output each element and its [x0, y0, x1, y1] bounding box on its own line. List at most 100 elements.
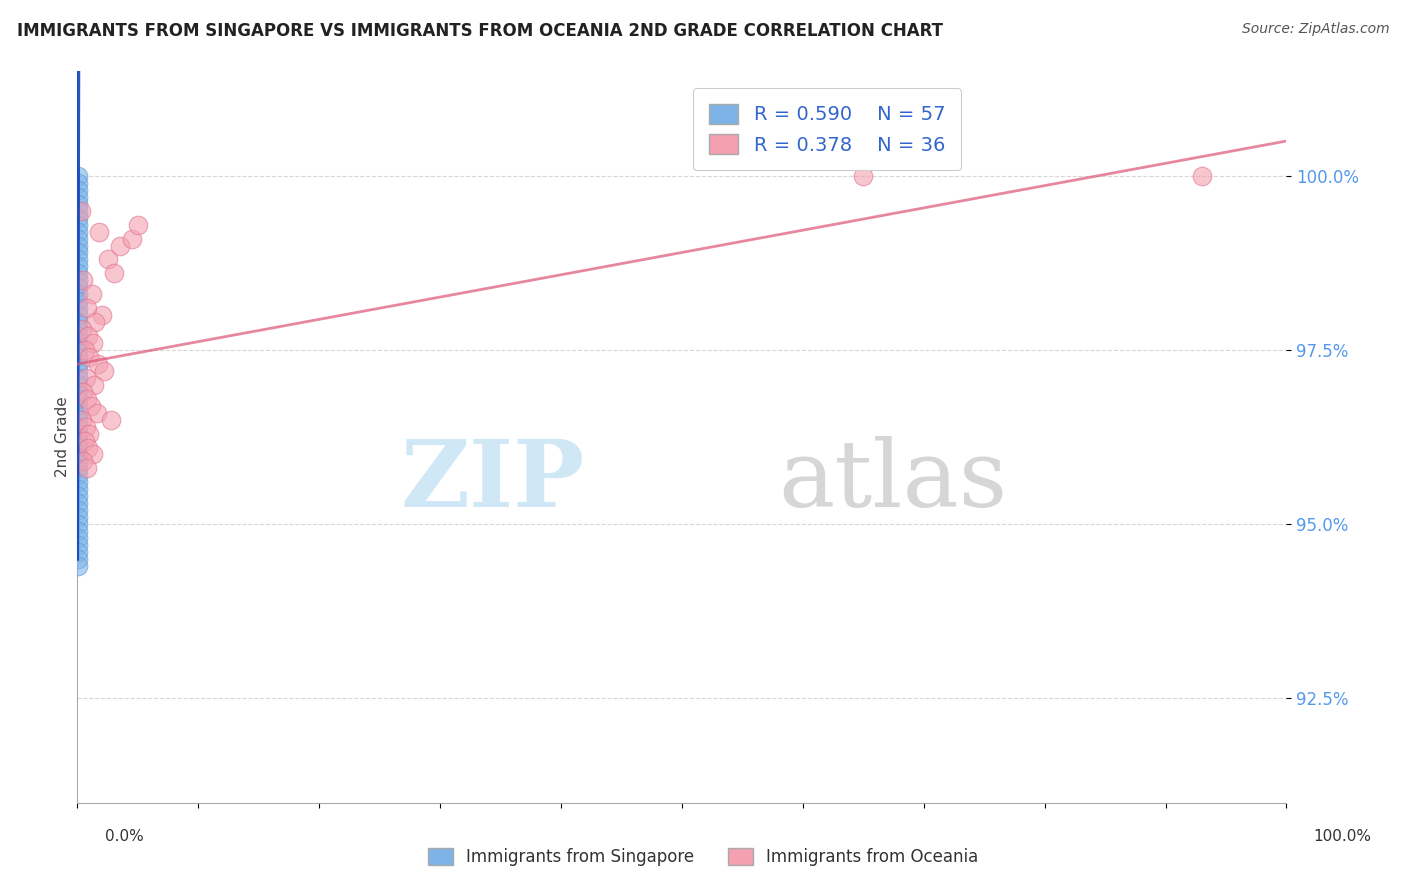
Point — [66, 489, 89, 503]
Point — [72, 273, 94, 287]
Point — [72, 454, 94, 468]
Point — [852, 169, 875, 183]
Point — [73, 343, 96, 357]
Point — [84, 315, 107, 329]
Point — [100, 412, 122, 426]
Point — [66, 280, 89, 294]
Point — [77, 441, 100, 455]
Point — [80, 287, 103, 301]
Point — [66, 245, 89, 260]
Text: 100.0%: 100.0% — [1313, 830, 1371, 844]
Point — [66, 196, 89, 211]
Point — [66, 426, 89, 441]
Point — [66, 545, 89, 559]
Point — [66, 176, 89, 190]
Point — [66, 364, 89, 378]
Point — [66, 266, 89, 280]
Point — [121, 231, 143, 245]
Point — [66, 399, 89, 413]
Point — [66, 468, 89, 483]
Point — [66, 412, 89, 426]
Point — [66, 238, 89, 252]
Point — [66, 475, 89, 490]
Point — [76, 461, 98, 475]
Point — [66, 392, 89, 406]
Point — [82, 336, 104, 351]
Point — [82, 448, 104, 462]
Point — [66, 384, 89, 399]
Point — [66, 461, 89, 475]
Point — [66, 454, 89, 468]
Point — [66, 538, 89, 552]
Text: ZIP: ZIP — [401, 436, 585, 526]
Point — [75, 419, 97, 434]
Point — [79, 399, 101, 413]
Point — [70, 322, 93, 336]
Point — [66, 190, 89, 204]
Point — [66, 419, 89, 434]
Point — [1191, 169, 1213, 183]
Point — [66, 169, 89, 183]
Point — [70, 203, 93, 218]
Point — [66, 203, 89, 218]
Point — [66, 377, 89, 392]
Point — [66, 343, 89, 357]
Point — [79, 350, 101, 364]
Text: atlas: atlas — [779, 436, 1008, 526]
Point — [66, 218, 89, 232]
Point — [66, 406, 89, 420]
Point — [66, 357, 89, 371]
Point — [66, 531, 89, 545]
Point — [86, 406, 108, 420]
Point — [72, 384, 94, 399]
Point — [66, 558, 89, 573]
Point — [66, 350, 89, 364]
Point — [66, 503, 89, 517]
Point — [96, 252, 118, 267]
Point — [66, 441, 89, 455]
Point — [87, 357, 110, 371]
Point — [66, 301, 89, 316]
Point — [66, 252, 89, 267]
Point — [66, 315, 89, 329]
Point — [66, 225, 89, 239]
Point — [66, 336, 89, 351]
Text: IMMIGRANTS FROM SINGAPORE VS IMMIGRANTS FROM OCEANIA 2ND GRADE CORRELATION CHART: IMMIGRANTS FROM SINGAPORE VS IMMIGRANTS … — [17, 22, 943, 40]
Point — [76, 301, 98, 316]
Point — [66, 260, 89, 274]
Point — [79, 426, 101, 441]
Point — [66, 231, 89, 245]
Point — [66, 287, 89, 301]
Point — [127, 218, 149, 232]
Point — [66, 448, 89, 462]
Point — [66, 308, 89, 322]
Point — [66, 294, 89, 309]
Point — [66, 322, 89, 336]
Point — [66, 496, 89, 510]
Point — [66, 524, 89, 538]
Point — [77, 329, 100, 343]
Point — [66, 371, 89, 385]
Point — [103, 266, 125, 280]
Text: 0.0%: 0.0% — [105, 830, 145, 844]
Point — [75, 371, 97, 385]
Point — [76, 392, 98, 406]
Legend: R = 0.590    N = 57, R = 0.378    N = 36: R = 0.590 N = 57, R = 0.378 N = 36 — [693, 88, 960, 170]
Point — [66, 211, 89, 225]
Point — [66, 183, 89, 197]
Point — [83, 377, 105, 392]
Y-axis label: 2nd Grade: 2nd Grade — [55, 397, 70, 477]
Point — [108, 238, 131, 252]
Point — [73, 434, 96, 448]
Point — [93, 364, 115, 378]
Point — [66, 483, 89, 497]
Legend: Immigrants from Singapore, Immigrants from Oceania: Immigrants from Singapore, Immigrants fr… — [419, 840, 987, 875]
Point — [66, 510, 89, 524]
Point — [90, 308, 112, 322]
Point — [66, 552, 89, 566]
Text: Source: ZipAtlas.com: Source: ZipAtlas.com — [1241, 22, 1389, 37]
Point — [66, 273, 89, 287]
Point — [66, 329, 89, 343]
Point — [66, 517, 89, 532]
Point — [70, 412, 93, 426]
